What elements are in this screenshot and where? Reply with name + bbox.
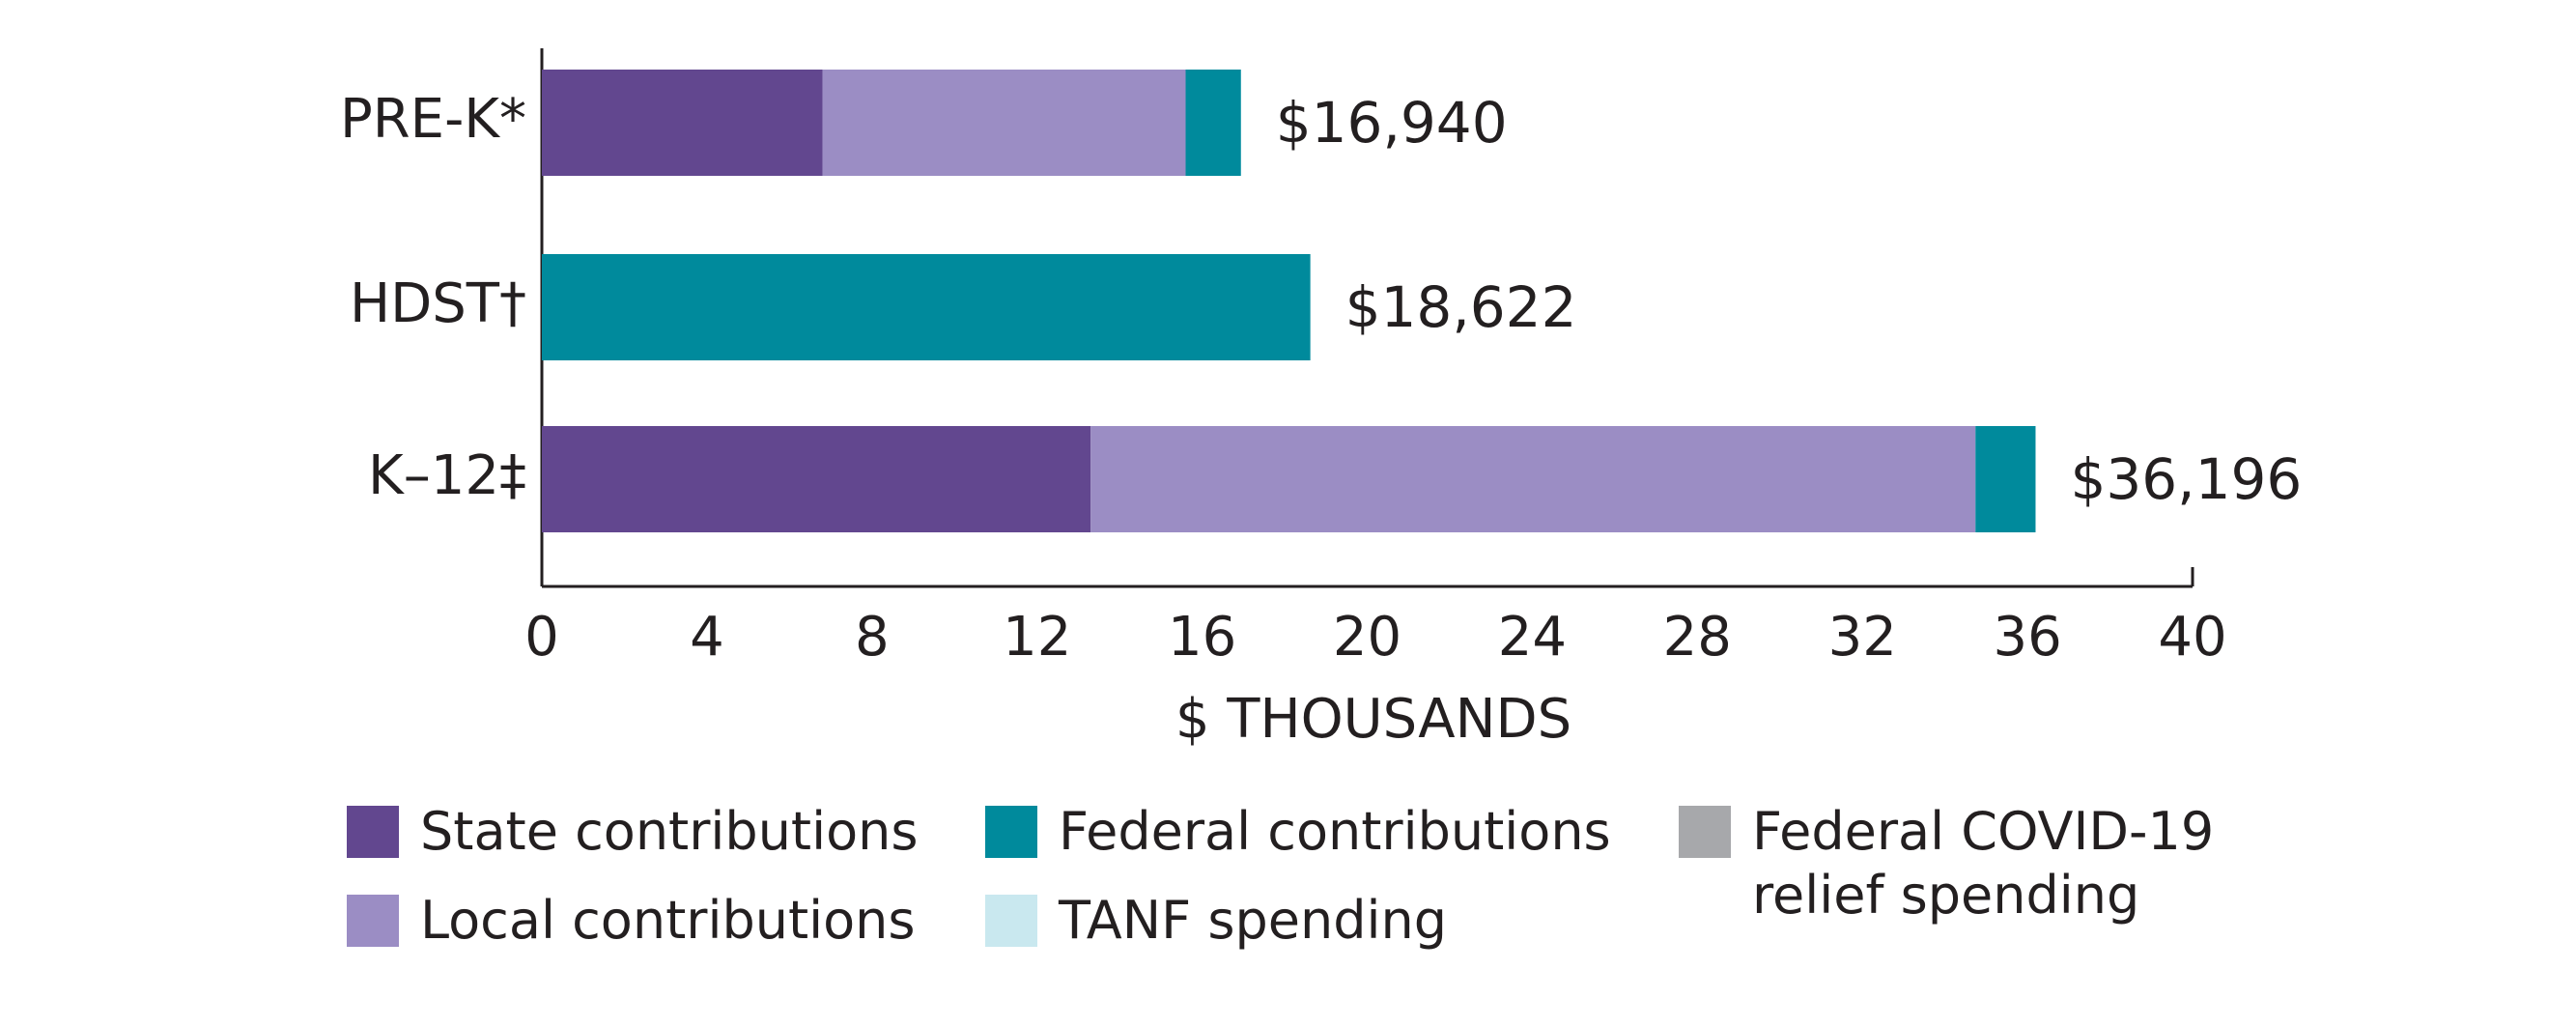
legend-label: Federal COVID-19 relief spending bbox=[1752, 801, 2215, 926]
legend-swatch bbox=[985, 895, 1037, 947]
y-tick-label: PRE-K* bbox=[340, 88, 526, 151]
y-tick-label: K–12‡ bbox=[368, 444, 526, 507]
legend-item: Local contributions bbox=[347, 889, 916, 953]
bar-segment bbox=[542, 426, 1091, 532]
x-tick-label: 28 bbox=[1663, 606, 1732, 669]
x-tick-label: 8 bbox=[855, 606, 890, 669]
legend-label: Federal contributions bbox=[1059, 801, 1611, 862]
legend-label: Local contributions bbox=[420, 890, 916, 951]
legend-swatch bbox=[985, 806, 1037, 858]
bar-segment bbox=[1185, 70, 1241, 176]
legend-swatch bbox=[347, 895, 399, 947]
x-tick-label: 4 bbox=[690, 606, 724, 669]
legend-label: State contributions bbox=[420, 801, 919, 862]
bar-segment bbox=[822, 70, 1186, 176]
x-tick-label: 20 bbox=[1333, 606, 1401, 669]
total-label: $18,622 bbox=[1345, 274, 1577, 340]
bar-segment bbox=[542, 70, 823, 176]
x-tick-label: 40 bbox=[2158, 606, 2226, 669]
x-tick-label: 36 bbox=[1993, 606, 2061, 669]
x-axis-title: $ THOUSANDS bbox=[1175, 688, 1571, 751]
x-tick-label: 12 bbox=[1003, 606, 1071, 669]
total-label: $36,196 bbox=[2070, 446, 2302, 512]
x-tick-label: 32 bbox=[1828, 606, 1897, 669]
x-tick-label: 0 bbox=[524, 606, 559, 669]
legend-swatch bbox=[1679, 806, 1731, 858]
bar-segment bbox=[1975, 426, 2036, 532]
legend-label: TANF spending bbox=[1059, 890, 1447, 951]
legend-swatch bbox=[347, 806, 399, 858]
legend-item: Federal contributions bbox=[985, 800, 1611, 864]
legend-item: TANF spending bbox=[985, 889, 1447, 953]
x-tick-label: 16 bbox=[1168, 606, 1236, 669]
legend-item: Federal COVID-19 relief spending bbox=[1679, 800, 2278, 927]
bar-segment bbox=[542, 254, 1311, 360]
x-tick-label: 24 bbox=[1498, 606, 1567, 669]
bar-segment bbox=[1090, 426, 1976, 532]
y-tick-label: HDST† bbox=[350, 272, 526, 335]
legend-item: State contributions bbox=[347, 800, 919, 864]
total-label: $16,940 bbox=[1276, 90, 1508, 156]
